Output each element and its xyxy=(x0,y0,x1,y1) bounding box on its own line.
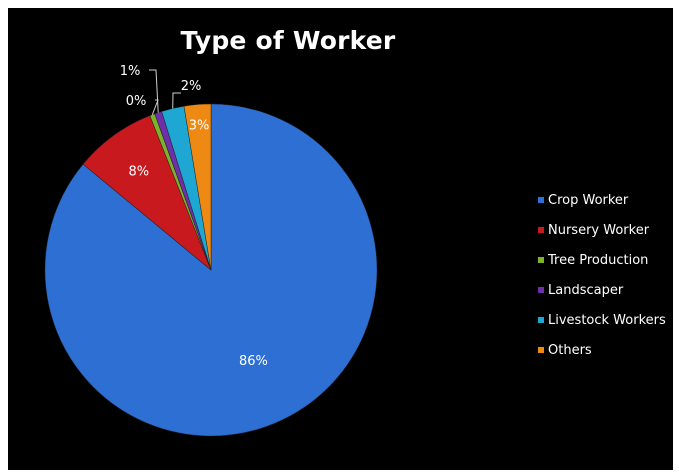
data-label-crop-worker: 86% xyxy=(239,354,268,369)
chart-title: Type of Worker xyxy=(180,26,396,55)
legend-label: Nursery Worker xyxy=(548,222,650,238)
legend-item: Livestock Workers xyxy=(538,305,666,335)
pie-slice-shade xyxy=(149,113,211,271)
legend-label: Livestock Workers xyxy=(548,312,666,328)
legend-label: Landscaper xyxy=(548,282,624,298)
legend-item: Nursery Worker xyxy=(538,215,666,245)
legend-item: Others xyxy=(538,335,666,365)
legend-label: Tree Production xyxy=(548,252,649,268)
pie-chart: 86% 8% 0% 1% 2% 3% xyxy=(44,64,378,437)
legend-swatch xyxy=(538,197,544,203)
data-label-nursery-worker: 8% xyxy=(128,165,149,180)
legend-label: Crop Worker xyxy=(548,192,629,208)
data-label-others: 3% xyxy=(189,118,210,133)
data-label-tree-production: 0% xyxy=(126,94,147,109)
pie-slice-shade xyxy=(184,104,211,270)
legend: Crop Worker Nursery Worker Tree Production… xyxy=(538,185,666,365)
legend-label: Others xyxy=(548,342,592,358)
data-label-livestock-workers: 2% xyxy=(181,79,202,94)
leader-line xyxy=(149,69,159,113)
legend-swatch xyxy=(538,227,544,233)
leader-line xyxy=(172,92,181,109)
legend-swatch xyxy=(538,257,544,263)
leader-line xyxy=(151,99,159,115)
data-label-landscaper: 1% xyxy=(120,64,141,79)
legend-item: Tree Production xyxy=(538,245,666,275)
legend-swatch xyxy=(538,287,544,293)
legend-swatch xyxy=(538,347,544,353)
pie-slice-shade xyxy=(154,111,211,270)
chart-area: 86% 8% 0% 1% 2% 3% Type of Worker Crop Worker… xyxy=(8,8,673,470)
legend-item: Crop Worker xyxy=(538,185,666,215)
legend-swatch xyxy=(538,317,544,323)
pie-slice-shade xyxy=(83,115,211,270)
pie-slice-shade xyxy=(161,106,211,270)
legend-item: Landscaper xyxy=(538,275,666,305)
